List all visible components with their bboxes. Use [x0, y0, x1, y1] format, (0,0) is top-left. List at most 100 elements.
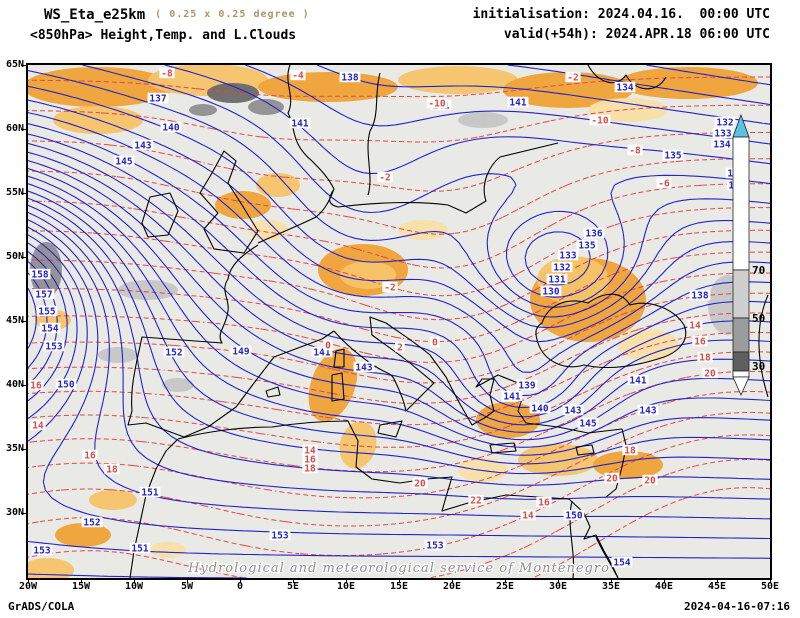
height-contour-label-box: [583, 227, 605, 239]
height-contour-label: 136: [585, 228, 602, 239]
cloud-shading-patch: [618, 329, 678, 361]
lon-tick-mark: [346, 578, 347, 583]
lon-tick-label: 50E: [760, 581, 780, 592]
temperature-contour-label-box: [30, 419, 46, 431]
height-contour: [82, 64, 771, 308]
cloud-shading-patch: [398, 66, 518, 94]
cloud-shading-patch: [308, 348, 358, 422]
height-contour-label: 134: [616, 82, 633, 93]
height-contour-label-box: [81, 516, 103, 528]
temperature-contour-label: -4: [292, 70, 304, 81]
height-contour: [27, 99, 771, 343]
temperature-contour: [27, 104, 770, 143]
temperature-contour-label-box: [642, 474, 658, 486]
height-contour-label: 143: [134, 140, 151, 151]
height-contour: [27, 234, 771, 559]
cloud-shading-patch: [215, 191, 271, 219]
lon-tick-label: 25E: [495, 581, 515, 592]
temperature-contour-label: 20: [644, 475, 656, 486]
lon-tick-mark: [611, 578, 612, 583]
height-contour-label-box: [39, 322, 61, 334]
lon-tick-label: 35E: [601, 581, 621, 592]
temperature-contour-label-box: [82, 449, 98, 461]
temperature-contour-label-box: [627, 144, 643, 156]
height-contour-label-box: [714, 116, 736, 128]
height-contour-label-box: [31, 544, 53, 556]
temperature-contour-label-box: [104, 463, 120, 475]
temperature-contour-label-box: [687, 319, 703, 331]
height-contour: [27, 226, 771, 540]
height-contour-label: 143: [355, 362, 372, 373]
height-contour-label: 145: [579, 418, 596, 429]
legend-segment: [732, 317, 750, 353]
height-contour-label: 138: [341, 72, 358, 83]
lon-tick-mark: [28, 578, 29, 583]
height-contour-label: 145: [115, 156, 132, 167]
cloud-shading-patch: [150, 542, 186, 558]
height-contour-label: 152: [83, 517, 100, 528]
coastline: [535, 293, 687, 368]
temperature-contour-label: 20: [606, 473, 618, 484]
temperature-contour-label-box: [377, 171, 393, 183]
height-contour-label: 157: [35, 289, 52, 300]
temperature-contour-label-box: [565, 71, 581, 83]
temperature-contour-label: 20: [414, 478, 426, 489]
height-contour-label-box: [29, 268, 51, 280]
coastline: [287, 64, 335, 190]
height-contour-label: 130: [542, 286, 559, 297]
coastline: [265, 386, 281, 398]
temperature-contour-label: 18: [304, 463, 316, 474]
lat-tick-label: 35N: [5, 443, 24, 454]
height-contour: [27, 197, 771, 475]
weather-map: 1371401431451411381411411341351321331341…: [22, 64, 771, 582]
temperature-contour-label-box: [692, 335, 708, 347]
height-contour-label: 151: [131, 543, 148, 554]
temperature-contour: [27, 132, 770, 192]
lon-tick-label: 5W: [180, 581, 194, 592]
temperature-contour: [27, 183, 770, 269]
cloud-shading-patch: [118, 280, 178, 300]
height-contour-label: 134: [713, 139, 730, 150]
height-contour: [27, 112, 771, 373]
height-contour-label: 141: [291, 118, 308, 129]
coastline: [331, 372, 345, 402]
temperature-contour-label-box: [159, 67, 175, 79]
lat-tick-label: 55N: [5, 187, 24, 198]
temperature-contour-label: 18: [699, 352, 711, 363]
height-contour-label-box: [711, 138, 733, 150]
height-contour-label-box: [424, 539, 446, 551]
coastline: [595, 536, 619, 579]
temperature-contour-label-box: [302, 444, 318, 456]
height-contour-label: 131: [548, 274, 565, 285]
height-contour-label: 138: [691, 290, 708, 301]
generation-timestamp: 2024-04-16-07:16: [684, 600, 790, 613]
cloud-shading-patch: [22, 558, 74, 582]
temperature-contour-label: 2: [397, 342, 403, 353]
lon-tick-mark: [717, 578, 718, 583]
coastline: [489, 442, 517, 454]
height-contour-label-box: [132, 139, 154, 151]
temperature-contour-label-box: [382, 281, 398, 293]
lat-tick-mark: [21, 449, 26, 450]
lon-tick-label: 10W: [124, 581, 144, 592]
height-contour: [27, 142, 771, 418]
temperature-contour-label-box: [323, 339, 333, 351]
lat-tick-label: 60N: [5, 123, 24, 134]
height-contour-label-box: [614, 81, 636, 93]
lon-tick-mark: [770, 578, 771, 583]
height-contour-label: 151: [141, 487, 158, 498]
height-contour-label: 154: [41, 323, 58, 334]
map-frame: 1371401431451411381411411341351321331341…: [22, 63, 772, 582]
lon-tick-label: 45E: [707, 581, 727, 592]
lat-tick-mark: [21, 193, 26, 194]
lat-tick-mark: [21, 385, 26, 386]
height-contour-label-box: [563, 509, 585, 521]
temperature-contour-label: 14: [32, 420, 44, 431]
height-contour-label-box: [577, 417, 599, 429]
temperature-contour-label-box: [702, 367, 718, 379]
height-contour-label: 141: [313, 347, 330, 358]
lon-tick-label: 15E: [389, 581, 409, 592]
temperature-contour-label: 22: [470, 495, 481, 506]
lon-tick-label: 15W: [71, 581, 91, 592]
legend-value: 30: [752, 360, 765, 373]
